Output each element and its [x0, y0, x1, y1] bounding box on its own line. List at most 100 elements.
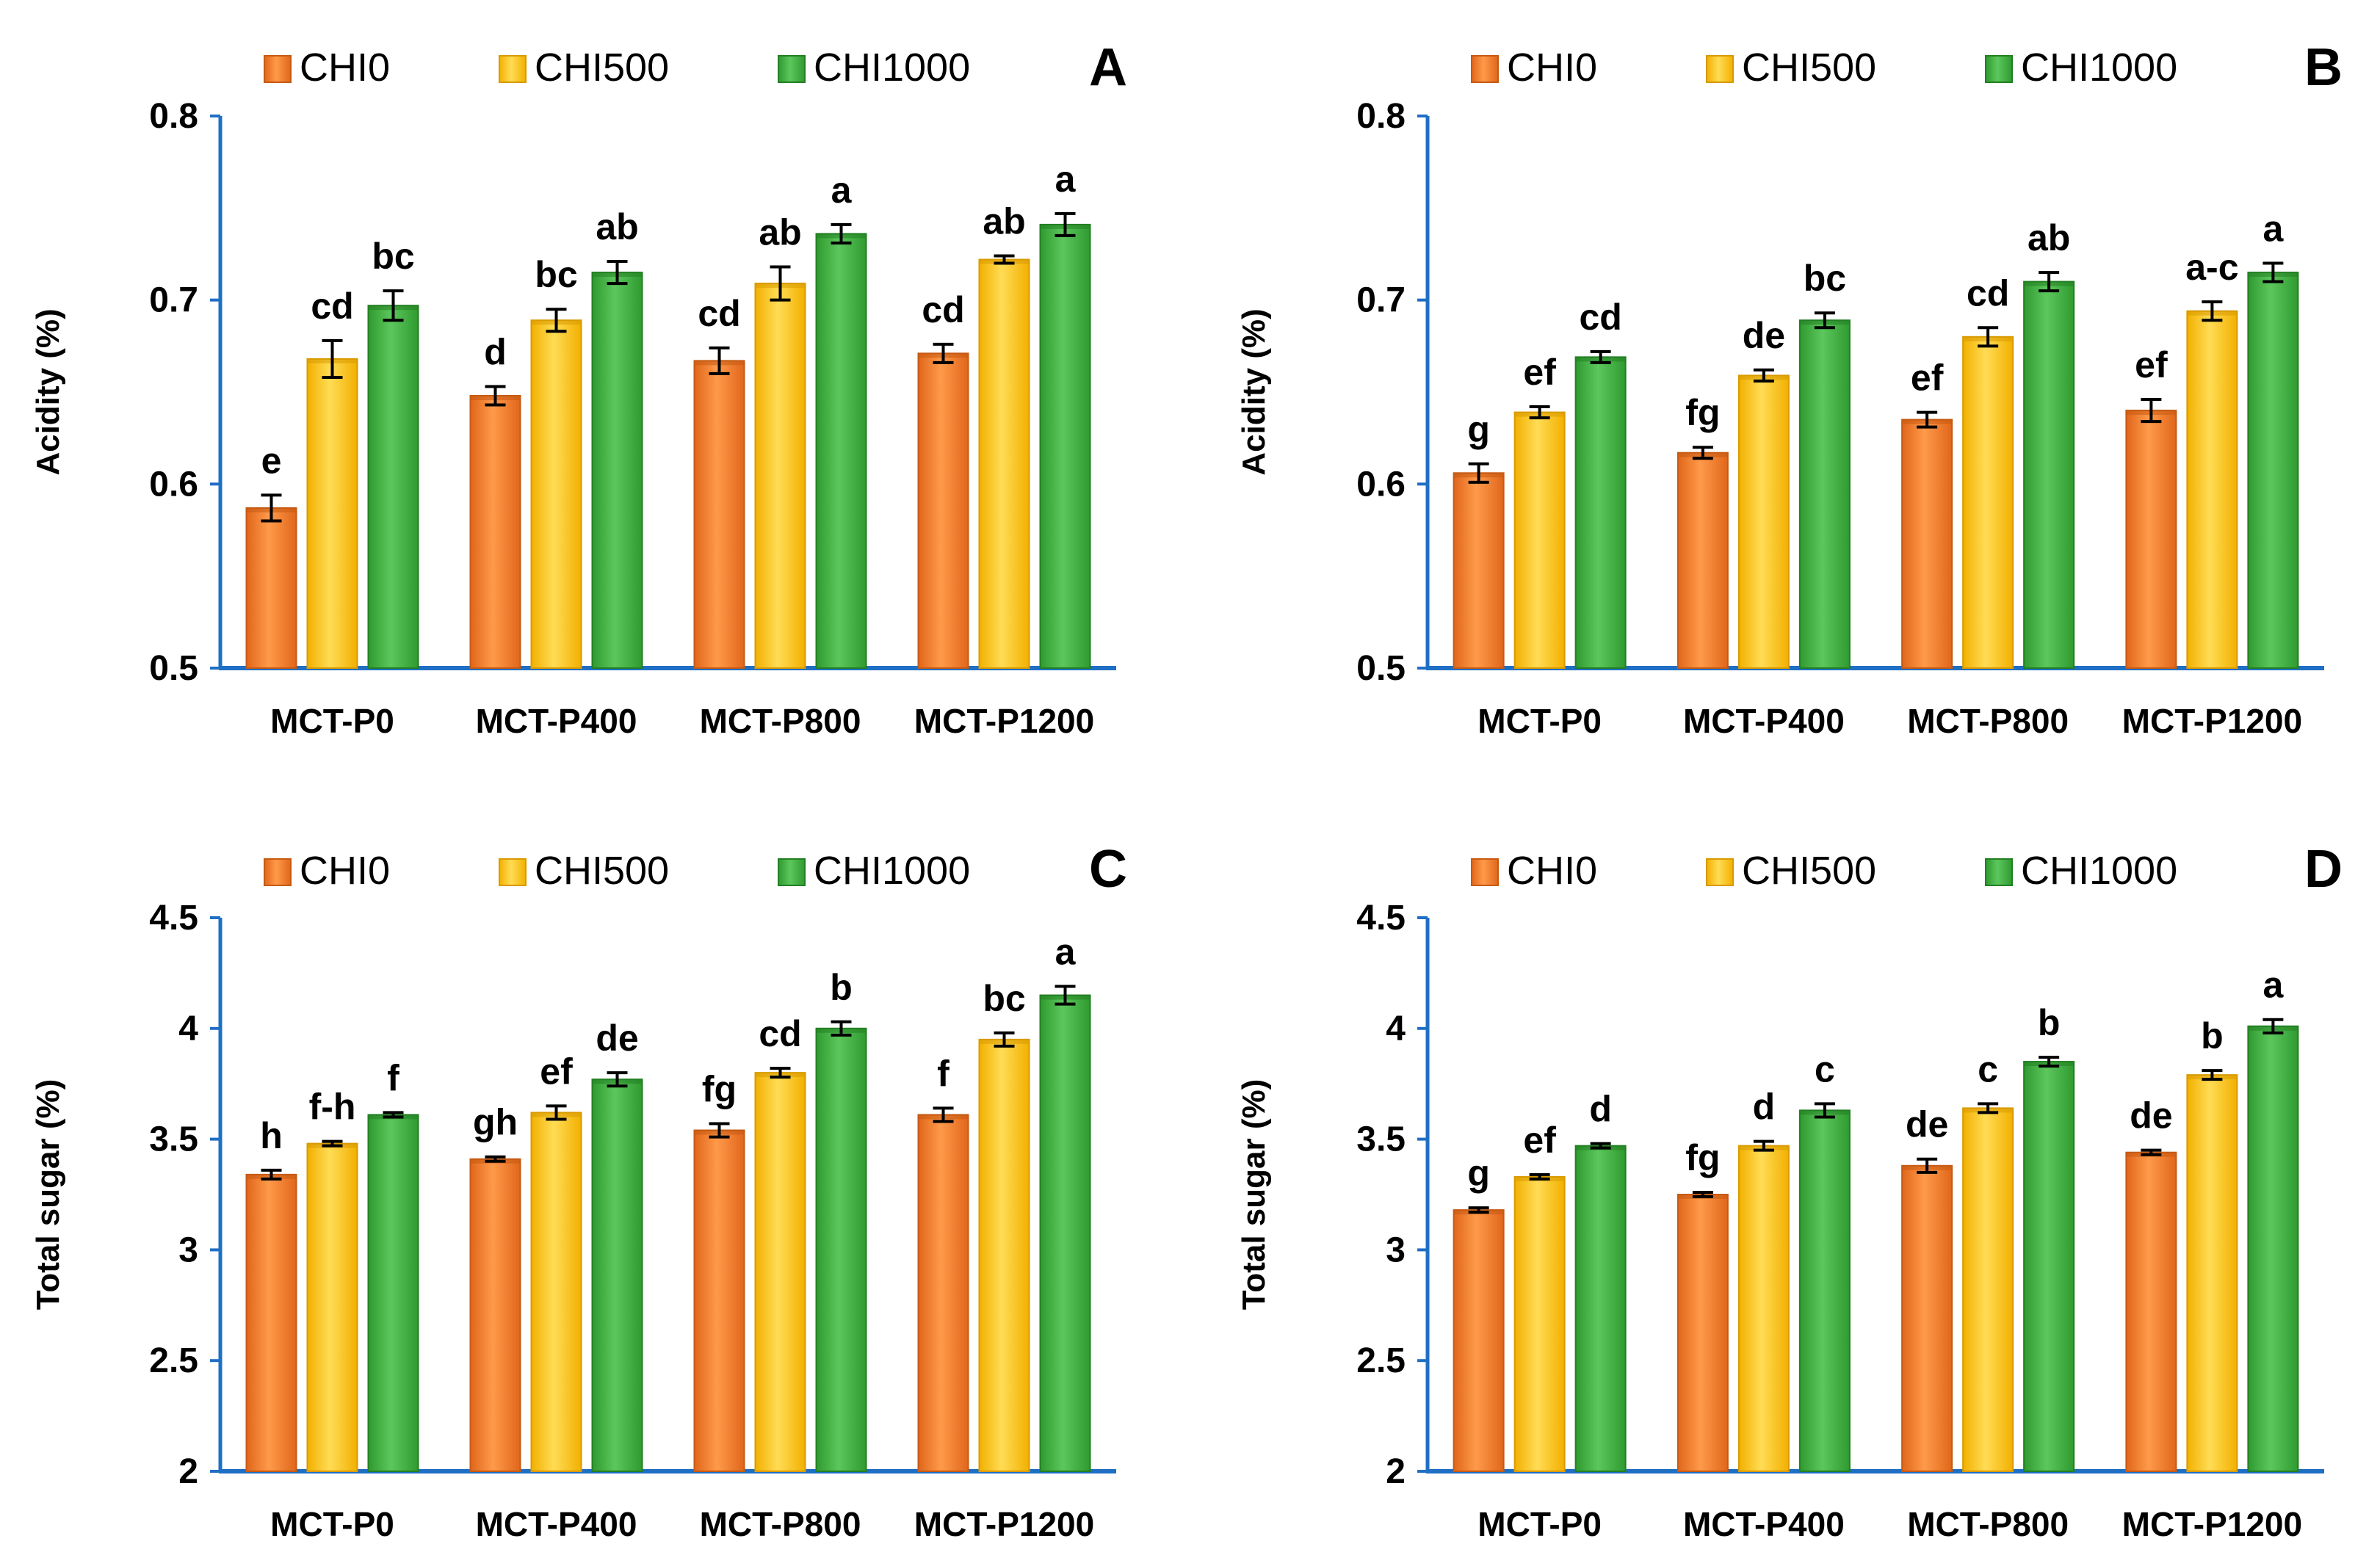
bar-chi1000: [815, 1027, 867, 1473]
bar-chi1000: [1039, 994, 1091, 1473]
y-tick-label: 2: [178, 1452, 198, 1491]
error-bar: [1692, 1190, 1713, 1199]
y-axis-title: Total sugar (%): [30, 1079, 66, 1311]
x-tick-label: MCT-P0: [1477, 702, 1602, 740]
y-tick-label: 4: [1386, 1009, 1406, 1048]
bar-chi500: [306, 358, 358, 669]
bar-chi500: [754, 283, 806, 669]
y-tick-label: 4.5: [1356, 899, 1406, 938]
significance-letter: de: [596, 1018, 638, 1059]
error-bar: [1529, 405, 1550, 420]
bar-chi1000: [1798, 1109, 1851, 1472]
legend-swatch-chi0: [1471, 858, 1499, 886]
significance-letter: de: [1906, 1104, 1948, 1145]
bar-chi500: [2186, 1074, 2238, 1472]
legend: CHI0 CHI500 CHI1000: [1471, 46, 2177, 90]
significance-letter: ef: [2135, 344, 2168, 385]
error-bar: [322, 1139, 343, 1148]
bar-chi0: [917, 1114, 969, 1472]
legend-swatch-chi1000: [778, 55, 806, 83]
x-tick-label: MCT-P1200: [2122, 702, 2302, 740]
significance-letter: cd: [311, 286, 353, 327]
bar-chi500: [978, 1038, 1030, 1472]
bar-chi0: [917, 352, 969, 669]
legend-label-chi1000: CHI1000: [2021, 849, 2177, 893]
legend-label-chi1000: CHI1000: [2021, 46, 2177, 90]
y-tick-label: 3.5: [149, 1120, 198, 1159]
bar-chi500: [978, 258, 1030, 669]
y-axis-title: Total sugar (%): [1236, 1079, 1272, 1311]
error-bar: [994, 1031, 1015, 1048]
error-bar: [322, 338, 343, 379]
bar-chi1000: [1039, 223, 1091, 670]
legend-swatch-chi500: [1706, 858, 1734, 886]
significance-letter: d: [1753, 1087, 1776, 1128]
bar-chi500: [754, 1072, 806, 1472]
significance-letter: a-c: [2185, 247, 2238, 288]
error-bar: [2263, 1018, 2284, 1034]
significance-letter: de: [1743, 315, 1785, 356]
y-axis-title: Acidity (%): [1236, 308, 1272, 475]
panel-label: B: [2304, 38, 2343, 97]
error-bar: [1978, 326, 1999, 348]
significance-letter: cd: [698, 293, 740, 334]
significance-letter: ef: [1523, 1120, 1556, 1161]
significance-letter: d: [484, 331, 507, 372]
error-bar: [383, 1111, 404, 1119]
x-tick-label: MCT-P800: [1907, 702, 2069, 740]
y-tick-label: 4.5: [149, 899, 198, 938]
bar-chi0: [1901, 418, 1953, 669]
y-tick-label: 2: [1386, 1452, 1406, 1491]
significance-letter: cd: [1579, 297, 1621, 338]
panel-label: C: [1089, 840, 1127, 899]
significance-letter: ef: [1523, 352, 1556, 393]
significance-letter: c: [1978, 1048, 1998, 1090]
error-bar: [2202, 1069, 2223, 1081]
error-bar: [2039, 271, 2060, 293]
bar-chi500: [1962, 336, 2014, 669]
significance-letter: d: [1589, 1089, 1612, 1130]
significance-letter: cd: [1967, 272, 2009, 313]
error-bar: [546, 1104, 567, 1121]
legend: CHI0 CHI500 CHI1000: [264, 46, 970, 90]
error-bar: [1753, 368, 1774, 383]
chart-panel-b: B CHI0 CHI500 CHI1000 0.5 0.6 0.7 0.8 Acidity (%…: [1236, 38, 2343, 740]
x-tick-label: MCT-P1200: [914, 1505, 1094, 1543]
error-bar: [261, 493, 282, 523]
x-tick-label: MCT-P400: [476, 702, 637, 740]
y-tick-label: 0.5: [149, 649, 198, 688]
error-bar: [2039, 1056, 2060, 1068]
significance-letter: bc: [983, 978, 1025, 1019]
error-bar: [1814, 1102, 1835, 1119]
bar-chi0: [469, 1158, 521, 1473]
error-bar: [485, 385, 506, 407]
significance-letter: ef: [540, 1051, 573, 1092]
x-tick-label: MCT-P800: [1907, 1505, 2069, 1543]
bar-chi500: [2186, 310, 2238, 669]
error-bar: [383, 289, 404, 322]
error-bar: [261, 1168, 282, 1181]
bar-chi1000: [1798, 319, 1851, 669]
bar-chi0: [1453, 472, 1505, 669]
bar-chi1000: [591, 1079, 643, 1472]
significance-letter: f: [387, 1057, 399, 1098]
significance-letter: a: [1055, 159, 1077, 200]
error-bar: [831, 1020, 852, 1037]
y-tick-label: 4: [178, 1009, 198, 1048]
error-bar: [546, 308, 567, 333]
significance-letter: bc: [535, 254, 577, 295]
y-tick-label: 0.5: [1356, 649, 1406, 688]
y-axis-title: Acidity (%): [30, 308, 66, 475]
legend-label-chi0: CHI0: [1507, 849, 1597, 893]
error-bar: [1529, 1172, 1550, 1181]
significance-letter: ab: [983, 201, 1025, 242]
bar-chi500: [530, 1112, 582, 1472]
bar-chi1000: [1574, 1145, 1627, 1472]
error-bar: [1814, 311, 1835, 330]
error-bar: [1468, 462, 1489, 484]
x-tick-label: MCT-P400: [1683, 702, 1845, 740]
error-bar: [1590, 1142, 1611, 1150]
legend-swatch-chi500: [499, 55, 527, 83]
significance-letter: e: [261, 440, 282, 481]
y-tick-label: 2.5: [1356, 1341, 1406, 1380]
